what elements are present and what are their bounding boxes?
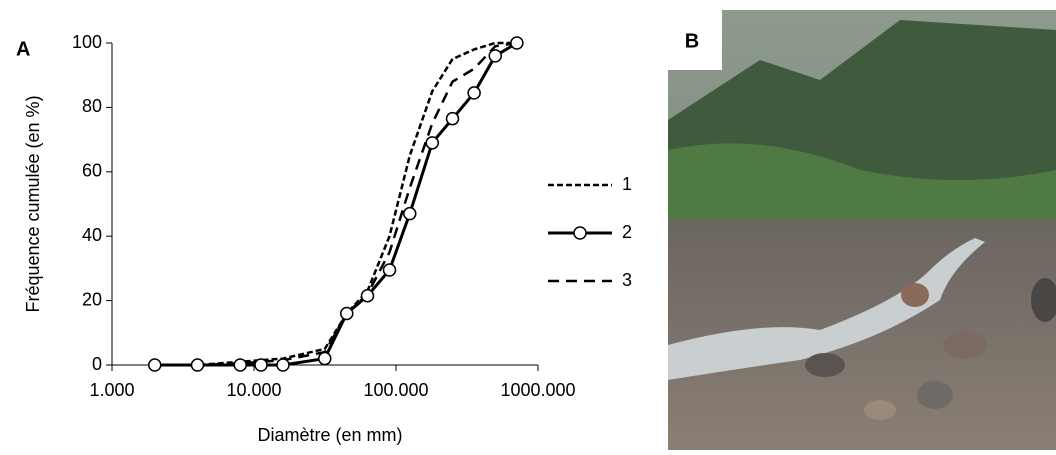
x-axis-label: Diamètre (en mm)	[257, 425, 402, 445]
data-point	[340, 306, 354, 321]
y-tick-label: 20	[82, 289, 102, 309]
photo-label-box	[668, 10, 722, 70]
y-tick-label: 0	[92, 354, 102, 374]
rock	[805, 353, 845, 377]
rock	[864, 400, 896, 420]
data-point	[488, 49, 503, 63]
rock	[901, 283, 929, 307]
series-line	[154, 41, 518, 367]
data-point	[445, 111, 460, 126]
photo: B	[668, 10, 1056, 450]
data-point	[510, 36, 524, 50]
y-axis-label: Fréquence cumulée (en %)	[23, 95, 43, 312]
series-line	[154, 41, 517, 367]
data-point	[190, 358, 205, 372]
data-point	[403, 206, 417, 221]
panel-label: A	[16, 38, 30, 60]
legend-label: 1	[622, 174, 632, 194]
data-point	[318, 351, 332, 366]
legend-label: 3	[622, 270, 632, 290]
x-tick-label: 1000.000	[500, 380, 575, 400]
plot: 0 20 40 60 80 100 1.000 10.000 100.000 1000.000 1 2…	[72, 32, 632, 400]
data-point	[425, 136, 439, 150]
x-tick-label: 10.000	[226, 380, 281, 400]
data-point	[382, 263, 397, 277]
river	[668, 238, 985, 380]
rock	[1031, 278, 1056, 322]
data-point	[276, 358, 290, 372]
data-point	[147, 358, 162, 372]
data-point	[360, 289, 375, 303]
y-tick-label: 100	[72, 32, 102, 52]
data-point	[233, 358, 247, 372]
panel-label: B	[685, 30, 699, 52]
y-tick-label: 40	[82, 225, 102, 245]
y-tick-label: 80	[82, 96, 102, 116]
data-point	[467, 86, 481, 100]
x-tick-label: 1.000	[89, 380, 134, 400]
series-line	[154, 41, 518, 367]
y-tick-label: 60	[82, 161, 102, 181]
x-tick-label: 100.000	[363, 380, 428, 400]
data-point	[254, 358, 268, 372]
trees	[668, 143, 1056, 225]
rock	[917, 381, 953, 409]
legend-marker	[573, 226, 587, 240]
rock	[943, 331, 987, 359]
legend-label: 2	[622, 222, 632, 242]
